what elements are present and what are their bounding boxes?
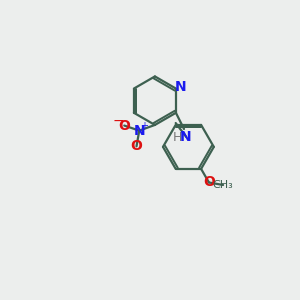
Text: O: O	[130, 139, 142, 153]
Text: H: H	[173, 130, 182, 144]
Text: +: +	[140, 121, 148, 131]
Text: N: N	[175, 80, 187, 94]
Text: N: N	[180, 130, 191, 144]
Text: O: O	[203, 176, 215, 190]
Text: CH₃: CH₃	[213, 180, 233, 190]
Text: N: N	[134, 124, 145, 138]
Text: −: −	[113, 113, 124, 128]
Text: O: O	[118, 118, 130, 133]
